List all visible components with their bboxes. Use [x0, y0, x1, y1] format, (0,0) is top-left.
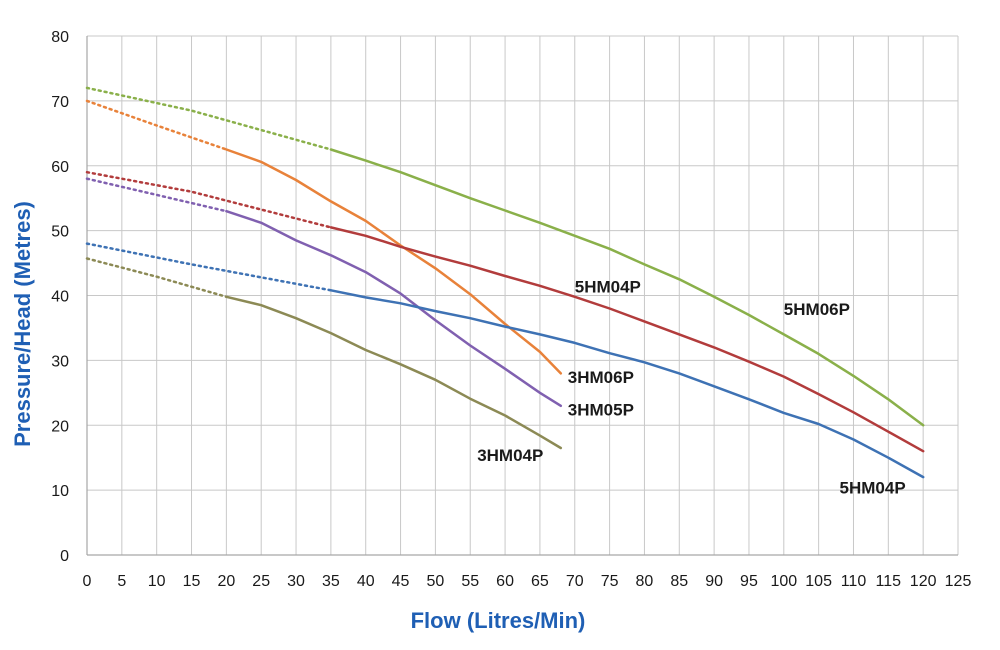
- x-tick-label: 115: [876, 573, 902, 590]
- series-line: [329, 226, 925, 453]
- plot-frame: [86, 36, 958, 556]
- x-tick-label: 85: [670, 573, 688, 590]
- x-tick-label: 110: [841, 573, 867, 590]
- x-tick-label: 105: [805, 573, 832, 590]
- x-tick-label: 15: [183, 573, 201, 590]
- series-layer: [85, 86, 925, 479]
- x-tick-label: 90: [705, 573, 723, 590]
- x-tick-label: 125: [945, 573, 972, 590]
- y-tick-label: 10: [51, 483, 69, 500]
- x-tick-label: 30: [287, 573, 305, 590]
- series-extrapolated-line: [85, 99, 228, 151]
- x-tick-label: 25: [252, 573, 270, 590]
- series-label: 5HM04P: [840, 478, 906, 497]
- y-tick-label: 60: [51, 159, 69, 176]
- y-tick-label: 0: [60, 548, 69, 565]
- series-3hm06p: [85, 99, 563, 375]
- x-tick-label: 95: [740, 573, 758, 590]
- series-line: [225, 295, 563, 450]
- x-tick-label: 35: [322, 573, 340, 590]
- x-tick-label: 20: [217, 573, 235, 590]
- x-tick-label: 50: [427, 573, 445, 590]
- y-axis-title: Pressure/Head (Metres): [10, 201, 35, 447]
- series-extrapolated-line: [85, 257, 228, 299]
- y-tick-labels: 0 10 20 30 40 50 60 70 80: [51, 29, 69, 565]
- x-tick-label: 60: [496, 573, 514, 590]
- series-extrapolated-line: [85, 86, 333, 151]
- series-labels: 3HM04P 3HM05P 3HM06P 5HM04P 5HM06P 5HM04P: [477, 277, 905, 497]
- series-5hm04p: [85, 170, 925, 453]
- series-label: 3HM05P: [568, 401, 634, 420]
- series-line: [329, 289, 925, 479]
- y-tick-label: 70: [51, 94, 69, 111]
- series-label: 3HM06P: [568, 368, 634, 387]
- series-line: [225, 209, 563, 408]
- y-tick-label: 30: [51, 353, 69, 370]
- series-5hm04p: [85, 242, 925, 479]
- x-tick-label: 100: [770, 573, 797, 590]
- x-tick-label: 5: [117, 573, 126, 590]
- x-tick-label: 55: [461, 573, 479, 590]
- series-3hm04p: [85, 257, 563, 450]
- x-tick-label: 45: [392, 573, 410, 590]
- series-extrapolated-line: [85, 170, 333, 229]
- y-tick-label: 80: [51, 29, 69, 46]
- series-label: 3HM04P: [477, 446, 543, 465]
- x-tick-label: 80: [636, 573, 654, 590]
- series-label: 5HM06P: [784, 300, 850, 319]
- x-axis-title: Flow (Litres/Min): [411, 608, 586, 633]
- series-extrapolated-line: [85, 242, 333, 292]
- series-line: [225, 148, 563, 375]
- x-tick-label: 75: [601, 573, 619, 590]
- x-tick-label: 10: [148, 573, 166, 590]
- series-label: 5HM04P: [575, 277, 641, 296]
- x-tick-label: 120: [910, 573, 937, 590]
- series-extrapolated-line: [85, 177, 228, 213]
- series-3hm05p: [85, 177, 563, 408]
- series-line: [329, 148, 925, 427]
- x-tick-label: 0: [83, 573, 92, 590]
- x-tick-label: 40: [357, 573, 375, 590]
- x-tick-label: 70: [566, 573, 584, 590]
- y-tick-label: 20: [51, 418, 69, 435]
- series-5hm06p: [85, 86, 925, 427]
- grid: [86, 35, 959, 556]
- y-tick-label: 50: [51, 224, 69, 241]
- x-tick-labels: 0 5 10 15 20 25 30 35 40 45 50 55 60 65 70 75 80 85 90 95 10…: [83, 573, 972, 590]
- y-tick-label: 40: [51, 289, 69, 306]
- x-tick-label: 65: [531, 573, 549, 590]
